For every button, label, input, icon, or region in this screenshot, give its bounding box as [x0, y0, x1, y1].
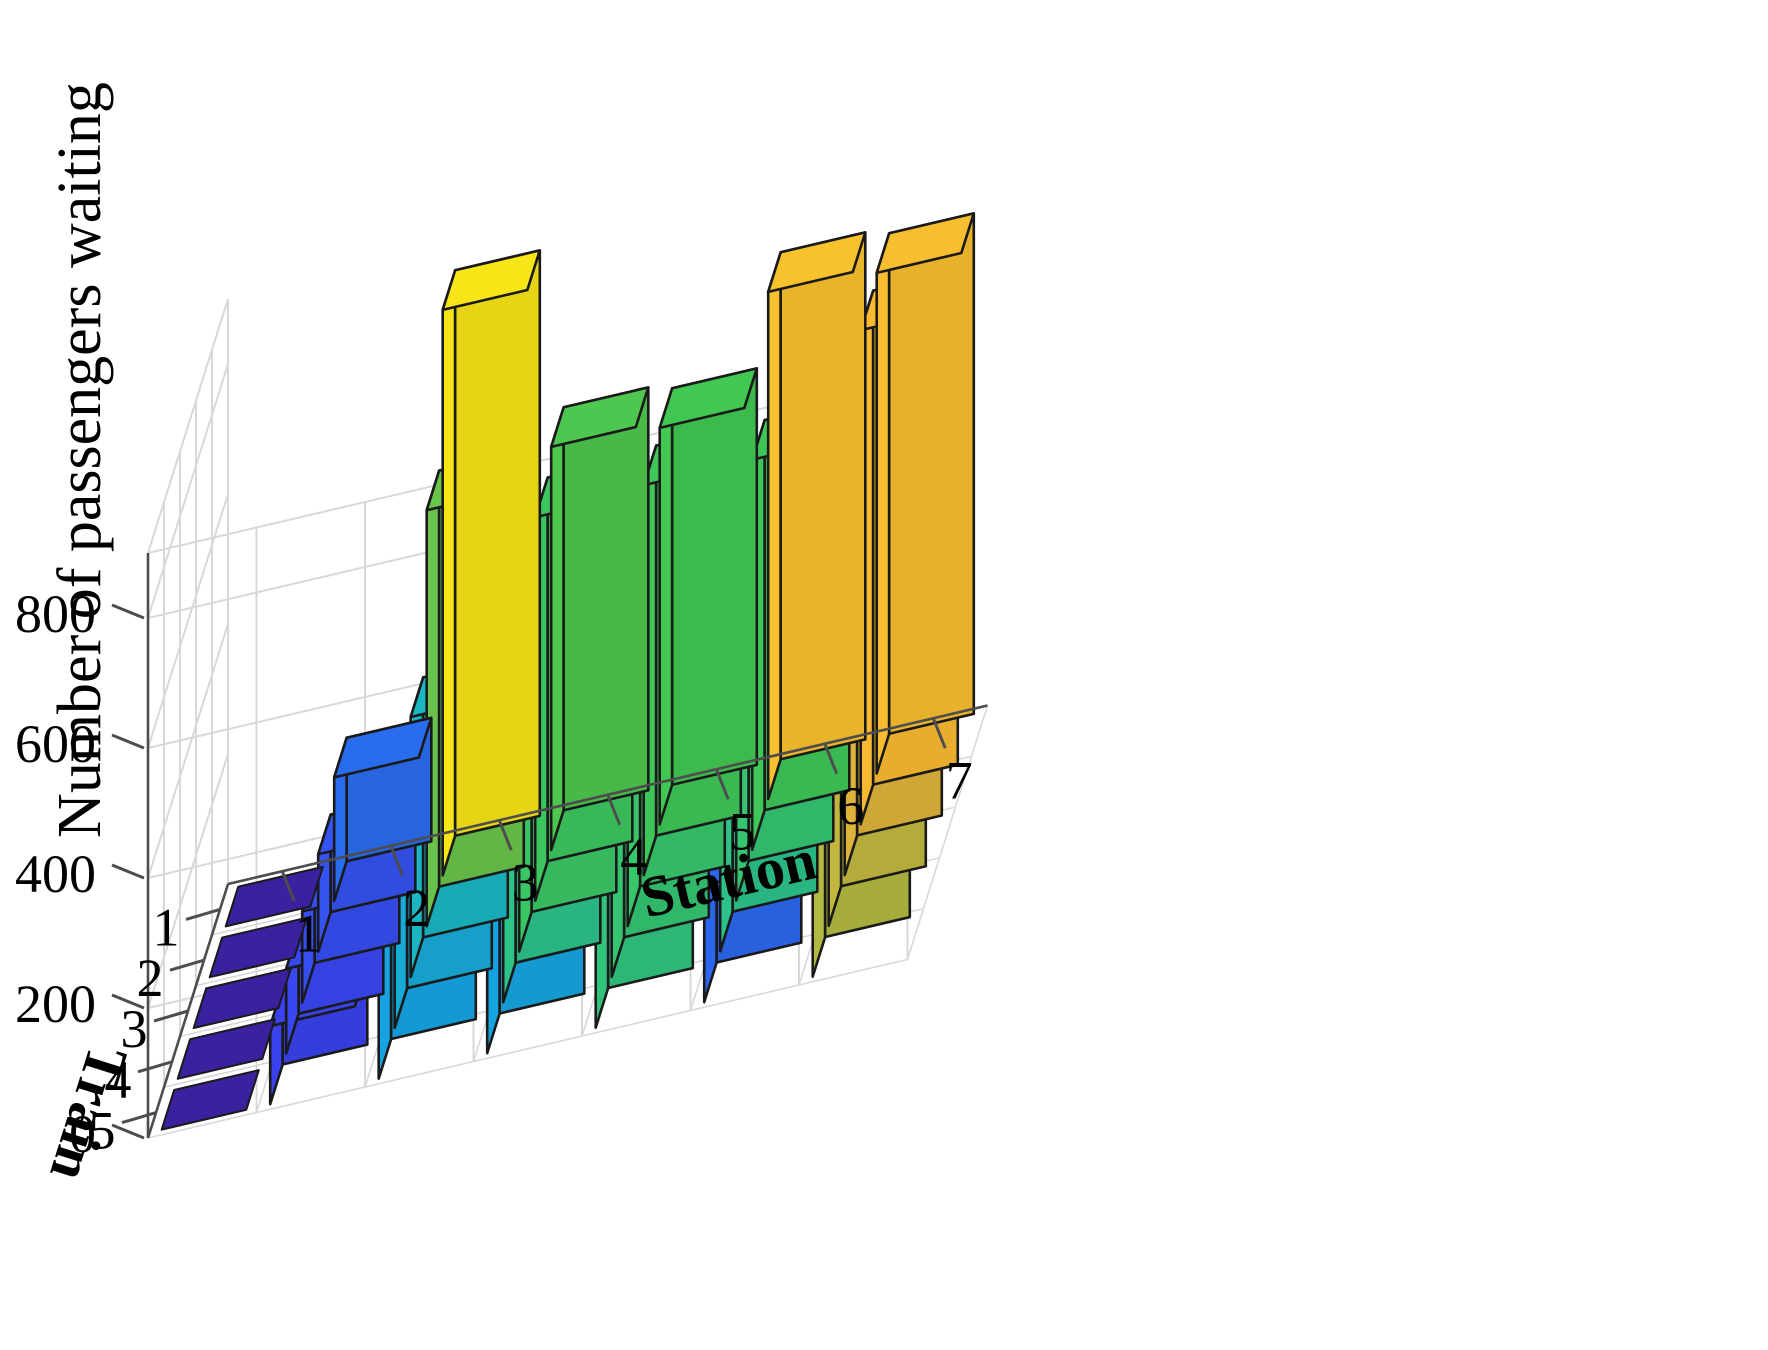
y-axis-tick — [137, 1060, 173, 1074]
train-tick-label-3: 3 — [121, 999, 148, 1059]
station-tick-label-3: 3 — [512, 852, 539, 912]
bar-train1-station4 — [549, 386, 650, 852]
grid-line-left-h — [147, 493, 229, 749]
x-axis-tick — [823, 743, 839, 775]
z-axis-tick — [111, 603, 145, 620]
bar-left-face — [441, 268, 457, 877]
train-tick-label-1: 1 — [153, 897, 180, 957]
bar-top-face — [658, 367, 759, 430]
grid-line-left-top — [147, 298, 229, 554]
bar-left-face — [425, 469, 441, 928]
bar-front-face — [562, 386, 650, 812]
train-tick-label-5: 5 — [89, 1101, 116, 1161]
bar-front-face — [779, 231, 867, 761]
bar-top-face — [766, 231, 867, 294]
z-tick-label-200: 200 — [15, 974, 96, 1034]
bar-top-face — [192, 967, 292, 1030]
y-axis-tick — [169, 958, 205, 972]
station-tick-label-1: 1 — [295, 903, 322, 963]
station-tick-label-2: 2 — [403, 878, 430, 938]
bar-train1-station5 — [658, 367, 759, 826]
z-tick-label-800: 800 — [15, 584, 96, 644]
grid-line-floor-y — [147, 958, 908, 1139]
z-axis-tick — [111, 993, 145, 1010]
bar-top-face — [332, 716, 433, 779]
bar-train4-station1 — [176, 1018, 276, 1080]
bar-train1-station6 — [766, 231, 867, 801]
x-axis-tick — [389, 845, 405, 877]
bar-train5-station1 — [160, 1069, 260, 1131]
bar-left-face — [766, 250, 782, 801]
x-axis-tick — [714, 768, 730, 800]
z-tick-label-600: 600 — [15, 714, 96, 774]
x-axis-tick — [497, 819, 513, 851]
grid-line-left-h — [147, 623, 229, 879]
bar-front-face — [453, 249, 542, 838]
x-axis-tick — [606, 794, 622, 826]
y-axis-tick — [153, 1009, 189, 1023]
zaxis-title-wrapper: Number of passengers waiting — [45, 80, 115, 840]
train-tick-label-4: 4 — [105, 1050, 132, 1110]
grid-line-left-h — [147, 753, 229, 1009]
bar-train1-station7 — [875, 212, 976, 775]
station-tick-label-5: 5 — [729, 801, 756, 861]
grid-line-floor-x — [906, 705, 989, 960]
z-axis-tick — [111, 733, 145, 750]
bar-top-face — [224, 865, 324, 928]
bar-train3-station1 — [192, 967, 292, 1030]
bar-top-face — [875, 212, 976, 275]
bar-left-face — [658, 386, 674, 826]
y-axis-tick — [185, 907, 221, 921]
bar-left-face — [875, 231, 891, 775]
bar-train2-station1 — [208, 916, 308, 979]
bar-top-face — [441, 249, 542, 312]
z-axis-tick — [111, 1123, 145, 1140]
train-axis-title: Train — [37, 1038, 140, 1189]
x-axis-tick — [280, 870, 296, 902]
z-tick-label-0: 0 — [69, 1104, 96, 1164]
y-axis-tick — [121, 1111, 157, 1125]
station-tick-label-7: 7 — [946, 750, 973, 810]
bar-top-face — [549, 386, 650, 449]
bar-train1-station1 — [224, 865, 324, 928]
train-tick-label-2: 2 — [137, 948, 164, 1008]
x-axis-tick — [931, 717, 947, 749]
station-tick-label-6: 6 — [837, 776, 864, 836]
bar-left-face — [549, 405, 565, 852]
z-axis-tick — [111, 863, 145, 880]
axes — [111, 553, 988, 1140]
z-tick-label-400: 400 — [15, 844, 96, 904]
bars-group — [160, 212, 976, 1131]
bar-top-face — [208, 916, 308, 979]
bar-top-face — [160, 1069, 260, 1131]
station-tick-label-4: 4 — [620, 827, 647, 887]
zaxis-title: Number of passengers waiting — [45, 82, 114, 838]
bar-front-face — [887, 212, 976, 736]
bar-train1-station3 — [441, 249, 542, 877]
bar-top-face — [176, 1018, 276, 1080]
bar-front-face — [670, 367, 759, 787]
grid-line-left-h — [147, 363, 229, 619]
